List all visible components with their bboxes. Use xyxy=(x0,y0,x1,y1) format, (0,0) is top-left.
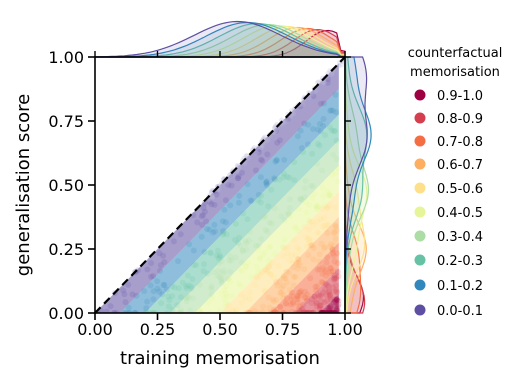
legend-label: 0.8-0.9 xyxy=(437,112,483,127)
legend-marker xyxy=(414,230,426,242)
x-tick-label: 0.75 xyxy=(265,320,301,339)
legend-label: 0.1-0.2 xyxy=(437,279,483,294)
legend-label: 0.9-1.0 xyxy=(437,89,483,104)
legend-marker xyxy=(414,304,426,316)
legend-title-line-2: memorisation xyxy=(410,65,500,80)
legend-marker xyxy=(414,254,426,266)
legend: counterfactual memorisation 0.9-1.0 0.8-… xyxy=(408,46,503,319)
scatter-band xyxy=(142,114,340,313)
legend-marker xyxy=(414,89,426,101)
y-tick-label: 0.50 xyxy=(48,176,84,195)
x-tick-label: 0.50 xyxy=(202,320,238,339)
scatter-points xyxy=(95,57,345,313)
legend-label: 0.4-0.5 xyxy=(437,206,483,221)
legend-marker xyxy=(414,158,426,170)
top-kde xyxy=(94,21,346,58)
x-tick-label: 1.00 xyxy=(327,320,363,339)
legend-title-line-1: counterfactual xyxy=(408,46,503,61)
legend-marker xyxy=(414,182,426,194)
top-kde xyxy=(94,20,346,58)
legend-label: 0.6-0.7 xyxy=(437,158,483,173)
x-tick-label: 0.00 xyxy=(77,320,113,339)
legend-marker xyxy=(414,135,426,147)
y-tick-label: 0.25 xyxy=(48,240,84,259)
y-tick-label: 1.00 xyxy=(48,48,84,67)
legend-marker xyxy=(414,112,426,124)
legend-marker xyxy=(414,206,426,218)
legend-marker xyxy=(414,279,426,291)
y-axis-label: generalisation score xyxy=(13,94,34,276)
scatter-band xyxy=(267,242,341,313)
legend-label: 0.7-0.8 xyxy=(437,135,483,150)
x-axis-label: training memorisation xyxy=(120,348,320,369)
y-tick-label: 0.00 xyxy=(48,304,84,323)
axis-ticks xyxy=(88,51,351,320)
legend-label: 0.3-0.4 xyxy=(437,230,483,245)
legend-label: 0.2-0.3 xyxy=(437,254,483,269)
diagonal-reference-line xyxy=(94,56,346,314)
y-tick-label: 0.75 xyxy=(48,112,84,131)
x-tick-label: 0.25 xyxy=(140,320,176,339)
scatter-band xyxy=(292,268,342,313)
scatter-band xyxy=(120,89,340,313)
legend-label: 0.0-0.1 xyxy=(437,304,483,319)
legend-label: 0.5-0.6 xyxy=(437,182,483,197)
